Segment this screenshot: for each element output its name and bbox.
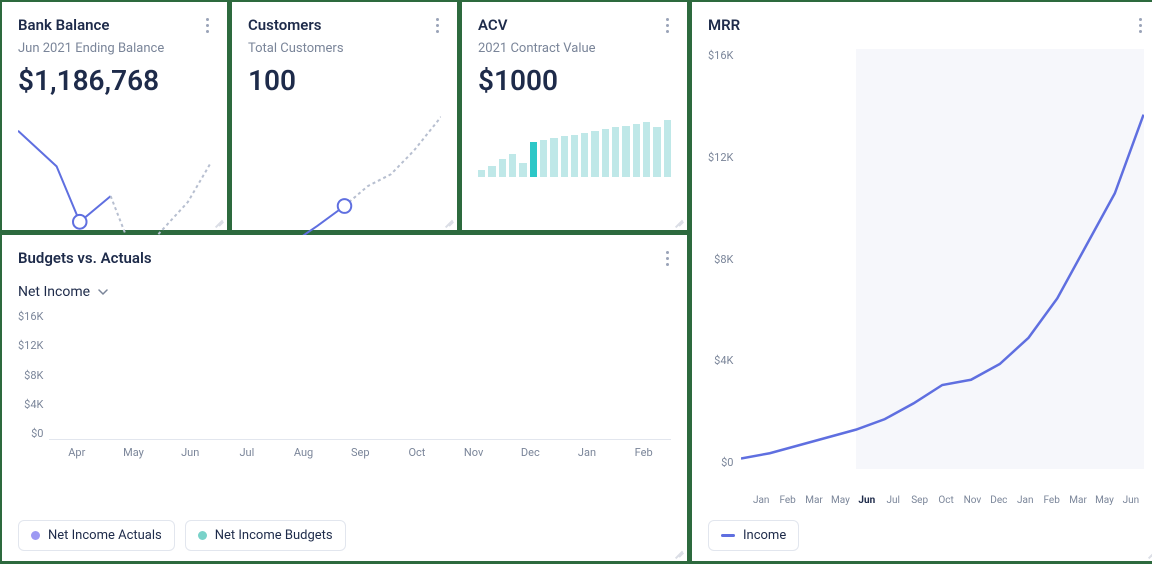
legend: Net Income Actuals Net Income Budgets xyxy=(18,520,671,551)
plot-area xyxy=(741,49,1144,469)
acv-bar xyxy=(519,163,526,177)
card-header: ACV xyxy=(478,16,671,35)
card-header: MRR xyxy=(708,16,1144,35)
acv-bar xyxy=(509,154,516,177)
acv-bar xyxy=(540,140,547,177)
resize-handle-icon[interactable] xyxy=(213,216,223,226)
acv-bar xyxy=(478,170,485,177)
acv-bar xyxy=(581,133,588,177)
resize-handle-icon[interactable] xyxy=(443,216,453,226)
resize-handle-icon[interactable] xyxy=(1146,547,1152,557)
card-title: ACV xyxy=(478,16,507,34)
resize-handle-icon[interactable] xyxy=(673,216,683,226)
resize-handle-icon[interactable] xyxy=(673,547,683,557)
bars-zone: AprMayJunJulAugSepOctNovDecJanFeb xyxy=(49,310,671,506)
swatch-icon xyxy=(721,534,735,537)
card-subtitle: 2021 Contract Value xyxy=(478,41,671,56)
legend-budgets[interactable]: Net Income Budgets xyxy=(185,520,346,551)
acv-bar xyxy=(622,126,629,177)
card-subtitle: Jun 2021 Ending Balance xyxy=(18,41,211,56)
legend: Income xyxy=(708,520,1144,551)
card-bank-balance: Bank Balance Jun 2021 Ending Balance $1,… xyxy=(2,2,227,230)
legend-actuals[interactable]: Net Income Actuals xyxy=(18,520,175,551)
acv-bar xyxy=(499,159,506,177)
more-icon[interactable] xyxy=(664,16,671,35)
x-axis: JanFebMarMayJunJulSepOctNovDecJanFebMarM… xyxy=(708,489,1144,506)
card-title: Customers xyxy=(248,16,321,34)
card-value: 100 xyxy=(248,64,441,97)
more-icon[interactable] xyxy=(664,249,671,268)
acv-bar xyxy=(591,131,598,177)
acv-bar xyxy=(653,127,660,177)
card-budgets: Budgets vs. Actuals Net Income $16K$12K$… xyxy=(2,235,687,561)
acv-bar xyxy=(488,166,495,177)
legend-label: Net Income Actuals xyxy=(48,528,162,543)
card-mrr: MRR $16K$12K$8K$4K$0 JanFebMarMayJunJulS… xyxy=(692,2,1152,561)
budgets-chart: $16K$12K$8K$4K$0 AprMayJunJulAugSepOctNo… xyxy=(18,310,671,506)
card-customers: Customers Total Customers 100 xyxy=(232,2,457,230)
y-axis: $16K$12K$8K$4K$0 xyxy=(18,310,49,440)
card-acv: ACV 2021 Contract Value $1000 xyxy=(462,2,687,230)
mrr-chart: $16K$12K$8K$4K$0 xyxy=(708,49,1144,489)
swatch-icon xyxy=(198,531,207,540)
legend-income[interactable]: Income xyxy=(708,520,799,551)
chevron-down-icon xyxy=(98,289,108,296)
card-header: Budgets vs. Actuals xyxy=(18,249,671,268)
bars-grid xyxy=(49,310,671,440)
swatch-icon xyxy=(31,531,40,540)
select-label: Net Income xyxy=(18,284,90,300)
card-title: Budgets vs. Actuals xyxy=(18,249,152,267)
acv-bar xyxy=(561,136,568,177)
card-value: $1000 xyxy=(478,64,671,97)
card-title: MRR xyxy=(708,16,740,34)
card-title: Bank Balance xyxy=(18,16,109,34)
legend-label: Income xyxy=(743,528,786,543)
card-value: $1,186,768 xyxy=(18,64,211,97)
acv-bar xyxy=(550,138,557,177)
legend-label: Net Income Budgets xyxy=(215,528,333,543)
card-subtitle: Total Customers xyxy=(248,41,441,56)
acv-bar xyxy=(612,127,619,177)
metric-select[interactable]: Net Income xyxy=(18,284,671,300)
x-axis: AprMayJunJulAugSepOctNovDecJanFeb xyxy=(49,440,671,459)
acv-bar xyxy=(633,124,640,177)
acv-bar xyxy=(602,129,609,177)
dashboard-grid: Bank Balance Jun 2021 Ending Balance $1,… xyxy=(0,0,1152,563)
more-icon[interactable] xyxy=(434,16,441,35)
y-axis: $16K$12K$8K$4K$0 xyxy=(708,49,741,469)
card-header: Customers xyxy=(248,16,441,35)
acv-bar-chart xyxy=(478,107,671,177)
card-header: Bank Balance xyxy=(18,16,211,35)
more-icon[interactable] xyxy=(1137,16,1144,35)
acv-bar xyxy=(571,135,578,178)
acv-bar xyxy=(643,122,650,177)
more-icon[interactable] xyxy=(204,16,211,35)
acv-bar xyxy=(530,142,537,177)
acv-bar xyxy=(664,120,671,177)
